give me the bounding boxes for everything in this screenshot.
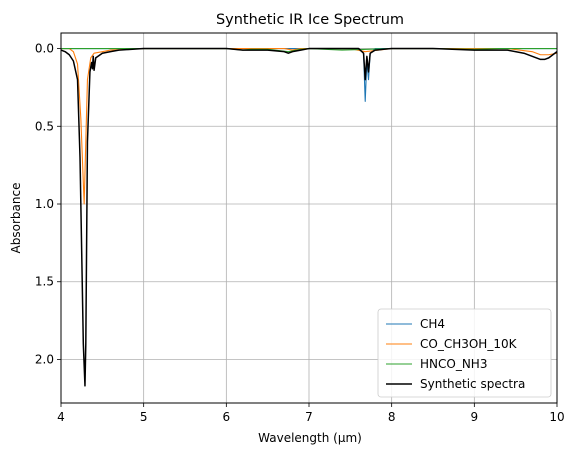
legend: CH4 CO_CH3OH_10K HNCO_NH3 Synthetic spectra [377, 308, 552, 398]
x-axis: 4 5 6 7 8 9 10 [57, 403, 565, 424]
y-tick-label: 1.0 [35, 197, 54, 211]
series-line-synthetic-spectra [60, 47, 558, 387]
x-tick-label: 10 [549, 410, 564, 424]
legend-entry: CO_CH3OH_10K [420, 337, 518, 351]
legend-entry: CH4 [420, 317, 445, 331]
legend-entry: HNCO_NH3 [420, 357, 487, 371]
series-layer [60, 47, 558, 387]
chart-title: Synthetic IR Ice Spectrum [216, 12, 404, 28]
legend-box [377, 308, 552, 398]
x-tick-label: 8 [388, 410, 396, 424]
x-tick-label: 6 [223, 410, 231, 424]
y-tick-label: 1.5 [35, 275, 54, 289]
y-tick-label: 0.0 [35, 42, 54, 56]
legend-entry: Synthetic spectra [420, 377, 525, 391]
x-tick-label: 4 [57, 410, 65, 424]
y-tick-label: 0.5 [35, 119, 54, 133]
x-tick-label: 7 [305, 410, 313, 424]
y-tick-label: 2.0 [35, 352, 54, 366]
x-axis-label: Wavelength (µm) [258, 431, 362, 445]
y-axis: 0.0 0.5 1.0 1.5 2.0 [35, 42, 61, 366]
y-axis-label: Absorbance [9, 183, 23, 254]
plot-area [60, 32, 558, 404]
x-tick-label: 5 [140, 410, 148, 424]
x-tick-label: 9 [471, 410, 479, 424]
